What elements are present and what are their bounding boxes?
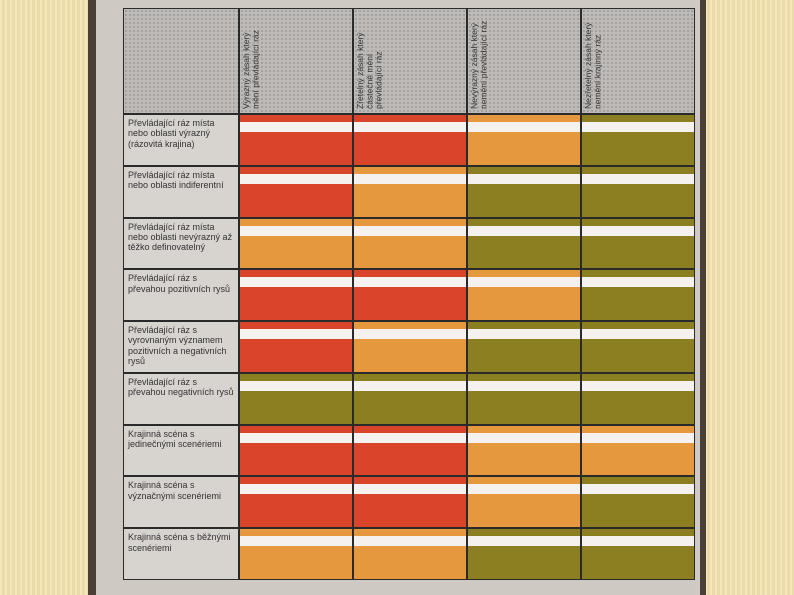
row-header: Převládající ráz s vyrovnaným významem p… (123, 321, 239, 373)
cell-stripe (582, 329, 694, 340)
cell-stripe (240, 380, 352, 391)
column-header: Nevýrazný zásah který nemění převládajíc… (467, 8, 581, 114)
cell-stripe (582, 380, 694, 391)
cell-stripe (582, 432, 694, 443)
photo: Výrazný zásah který mění převládající rá… (88, 0, 706, 595)
cell-stripe (354, 329, 466, 340)
row-header: Převládající ráz s převahou pozitivních … (123, 269, 239, 322)
cell-stripe (468, 329, 580, 340)
cell-stripe (354, 225, 466, 236)
rating-cell (467, 165, 581, 218)
cell-stripe (354, 432, 466, 443)
rating-cell (239, 321, 353, 373)
rating-cell (581, 424, 695, 477)
rating-cell (239, 476, 353, 529)
cell-stripe (582, 277, 694, 288)
rating-cell (581, 217, 695, 270)
row-header: Převládající ráz s převahou negativních … (123, 372, 239, 425)
column-header: Nezřetelný zásah který nemění krajinný r… (581, 8, 695, 114)
row-header: Převládající ráz místa nebo oblasti nevý… (123, 217, 239, 270)
cell-stripe (468, 225, 580, 236)
rating-cell (353, 476, 467, 529)
rating-cell (581, 114, 695, 166)
cell-stripe (468, 122, 580, 132)
cell-stripe (354, 484, 466, 495)
rating-cell (353, 217, 467, 270)
row-header: Převládající ráz místa nebo oblasti výra… (123, 114, 239, 166)
row-header: Převládající ráz místa nebo oblasti indi… (123, 165, 239, 218)
column-header: Zřetelný zásah který částečně mění převl… (353, 8, 467, 114)
column-header: Výrazný zásah který mění převládající rá… (239, 8, 353, 114)
row-header: Krajinná scéna s význačnými scenériemi (123, 476, 239, 529)
rating-cell (353, 269, 467, 322)
table: Výrazný zásah který mění převládající rá… (96, 0, 700, 595)
rating-cell (581, 165, 695, 218)
cell-stripe (240, 225, 352, 236)
cell-stripe (354, 380, 466, 391)
cell-stripe (468, 432, 580, 443)
cell-stripe (240, 277, 352, 288)
rating-cell (581, 372, 695, 425)
rating-cell (467, 217, 581, 270)
rating-cell (239, 269, 353, 322)
cell-stripe (354, 536, 466, 547)
row-header: Krajinná scéna s jedinečnými scenériemi (123, 424, 239, 477)
cell-stripe (468, 277, 580, 288)
rating-cell (239, 217, 353, 270)
rating-cell (581, 321, 695, 373)
rating-cell (353, 114, 467, 166)
rating-cell (239, 424, 353, 477)
rating-cell (467, 528, 581, 580)
cell-stripe (468, 380, 580, 391)
rating-cell (353, 321, 467, 373)
rating-cell (353, 165, 467, 218)
cell-stripe (240, 536, 352, 547)
rating-cell (353, 528, 467, 580)
rating-cell (467, 114, 581, 166)
rating-cell (581, 528, 695, 580)
cell-stripe (240, 432, 352, 443)
rating-cell (467, 424, 581, 477)
cell-stripe (582, 122, 694, 132)
cell-stripe (468, 173, 580, 184)
row-header: Krajinná scéna s běžnými scenériemi (123, 528, 239, 580)
rating-cell (467, 476, 581, 529)
cell-stripe (582, 536, 694, 547)
cell-stripe (468, 536, 580, 547)
cell-stripe (354, 277, 466, 288)
cell-stripe (582, 484, 694, 495)
rating-cell (467, 321, 581, 373)
rating-cell (239, 114, 353, 166)
rating-cell (353, 372, 467, 425)
rating-cell (581, 476, 695, 529)
cell-stripe (240, 122, 352, 132)
cell-stripe (354, 122, 466, 132)
cell-stripe (582, 173, 694, 184)
rating-cell (239, 372, 353, 425)
rating-cell (239, 165, 353, 218)
corner-cell (123, 8, 239, 114)
cell-stripe (354, 173, 466, 184)
rating-cell (353, 424, 467, 477)
rating-cell (467, 372, 581, 425)
rating-cell (581, 269, 695, 322)
rating-cell (239, 528, 353, 580)
cell-stripe (240, 484, 352, 495)
cell-stripe (582, 225, 694, 236)
cell-stripe (240, 173, 352, 184)
rating-cell (467, 269, 581, 322)
cell-stripe (468, 484, 580, 495)
cell-stripe (240, 329, 352, 340)
